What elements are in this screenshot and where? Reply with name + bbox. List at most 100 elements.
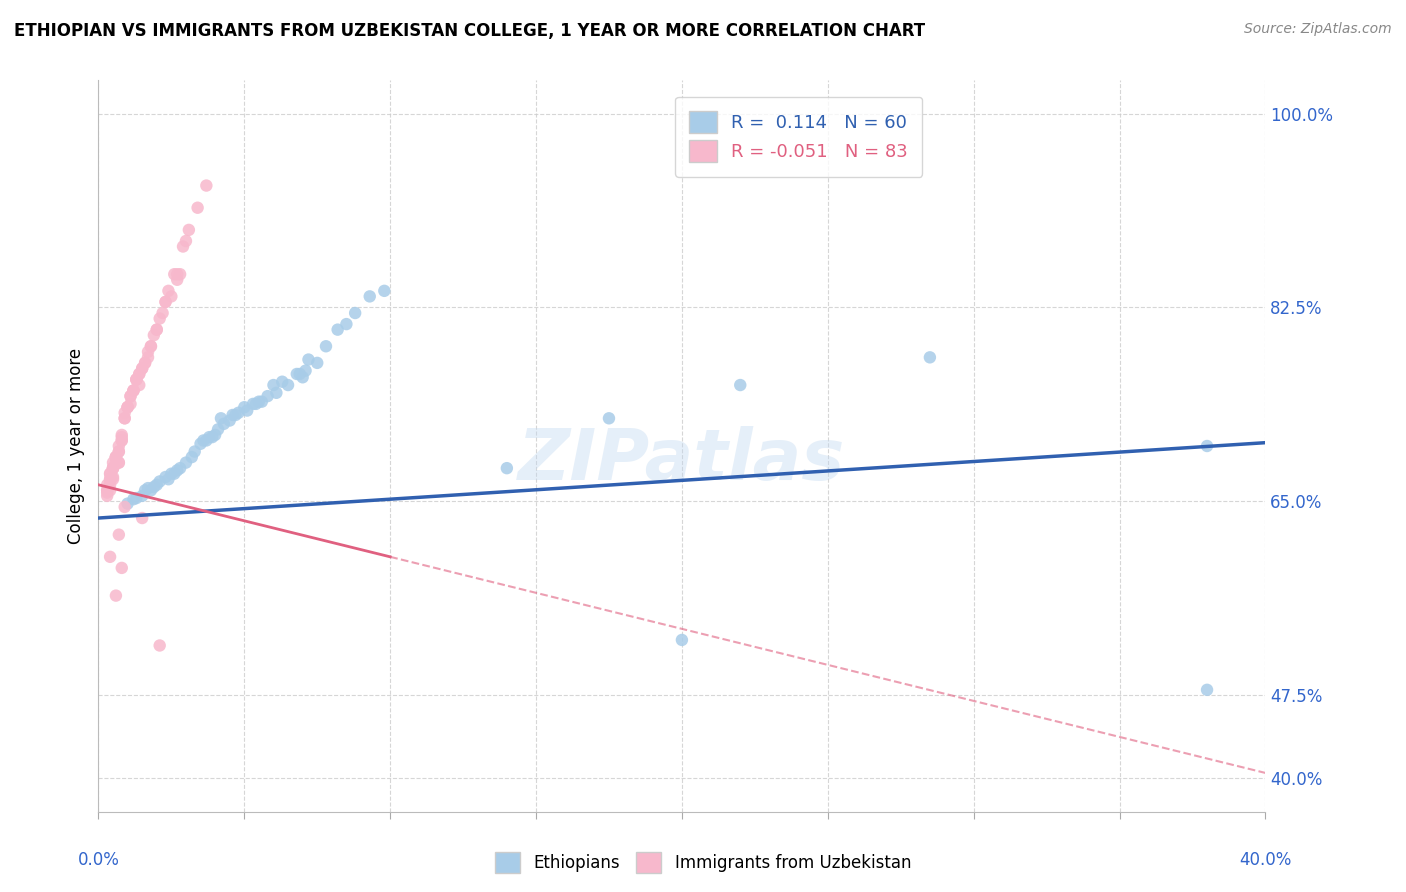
Point [101,472,124,486]
Point [134,356,156,370]
Point [187,201,209,215]
Point [169,461,191,475]
Point [131,489,153,503]
Point [104,450,127,464]
Point [108,456,131,470]
Point [344,306,367,320]
Point [160,467,183,481]
Point [101,461,124,475]
Point [125,372,148,386]
Point [160,289,183,303]
Text: 40.0%: 40.0% [1239,850,1292,869]
Point [277,378,299,392]
Point [98,477,121,491]
Point [101,461,124,475]
Point [108,527,131,541]
Point [104,450,127,464]
Text: ZIPatlas: ZIPatlas [519,426,845,495]
Point [373,284,395,298]
Point [174,234,197,248]
Point [256,389,278,403]
Point [117,401,139,415]
Point [96,477,118,491]
Text: ETHIOPIAN VS IMMIGRANTS FROM UZBEKISTAN COLLEGE, 1 YEAR OR MORE CORRELATION CHAR: ETHIOPIAN VS IMMIGRANTS FROM UZBEKISTAN … [14,22,925,40]
Point [496,461,519,475]
Point [157,284,180,298]
Point [195,178,218,193]
Point [131,511,153,525]
Point [212,417,235,431]
Point [98,549,121,564]
Point [166,463,188,477]
Point [225,408,247,422]
Point [172,239,194,253]
Point [288,367,311,381]
Point [125,372,148,386]
Point [125,491,148,505]
Text: 0.0%: 0.0% [77,850,120,869]
Point [131,361,153,376]
Point [117,497,139,511]
Point [166,267,188,281]
Point [291,370,314,384]
Point [152,306,174,320]
Point [228,406,250,420]
Point [96,483,118,498]
Point [236,403,259,417]
Point [155,294,177,309]
Point [209,411,232,425]
Point [730,378,752,392]
Point [169,267,191,281]
Point [98,472,121,486]
Point [101,461,124,475]
Point [111,434,134,448]
Point [122,492,145,507]
Point [221,408,243,422]
Point [114,500,136,514]
Legend: R =  0.114   N = 60, R = -0.051   N = 83: R = 0.114 N = 60, R = -0.051 N = 83 [675,96,922,177]
Point [117,401,139,415]
Point [111,561,134,575]
Point [1197,439,1219,453]
Point [207,422,229,436]
Point [98,472,121,486]
Point [98,467,121,481]
Point [104,450,127,464]
Point [111,428,134,442]
Point [149,475,172,489]
Point [101,470,124,484]
Point [136,344,159,359]
Point [108,444,131,458]
Y-axis label: College, 1 year or more: College, 1 year or more [66,348,84,544]
Point [125,372,148,386]
Point [155,470,177,484]
Point [120,389,142,403]
Point [111,430,134,444]
Point [157,472,180,486]
Point [120,389,142,403]
Point [136,481,159,495]
Point [96,489,118,503]
Point [128,367,150,381]
Point [297,352,319,367]
Point [98,467,121,481]
Point [149,639,172,653]
Point [266,385,288,400]
Point [146,477,169,491]
Point [104,456,127,470]
Point [96,483,118,498]
Point [247,394,270,409]
Point [108,456,131,470]
Point [114,411,136,425]
Point [359,289,381,303]
Point [128,367,150,381]
Point [139,483,162,498]
Text: Source: ZipAtlas.com: Source: ZipAtlas.com [1244,22,1392,37]
Point [101,456,124,470]
Point [163,467,186,481]
Point [201,430,224,444]
Point [104,589,127,603]
Legend: Ethiopians, Immigrants from Uzbekistan: Ethiopians, Immigrants from Uzbekistan [488,846,918,880]
Point [136,351,159,365]
Point [108,439,131,453]
